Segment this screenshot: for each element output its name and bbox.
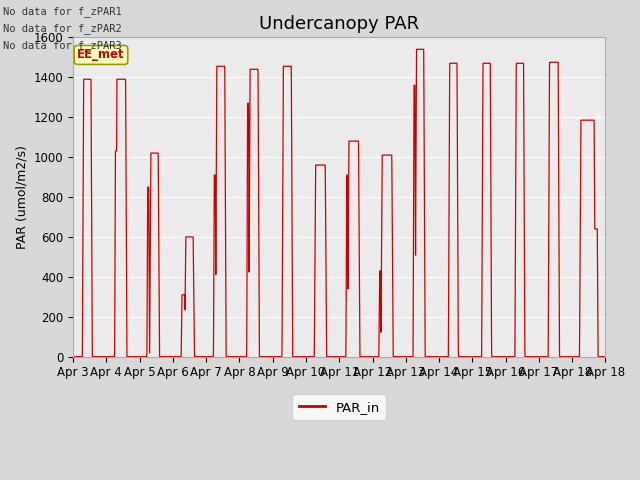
Text: No data for f_zPAR2: No data for f_zPAR2 — [3, 23, 122, 34]
Text: No data for f_zPAR3: No data for f_zPAR3 — [3, 40, 122, 51]
Text: No data for f_zPAR1: No data for f_zPAR1 — [3, 6, 122, 17]
Y-axis label: PAR (umol/m2/s): PAR (umol/m2/s) — [15, 145, 28, 249]
Text: EE_met: EE_met — [77, 48, 125, 61]
Legend: PAR_in: PAR_in — [292, 394, 387, 420]
Title: Undercanopy PAR: Undercanopy PAR — [259, 15, 419, 33]
